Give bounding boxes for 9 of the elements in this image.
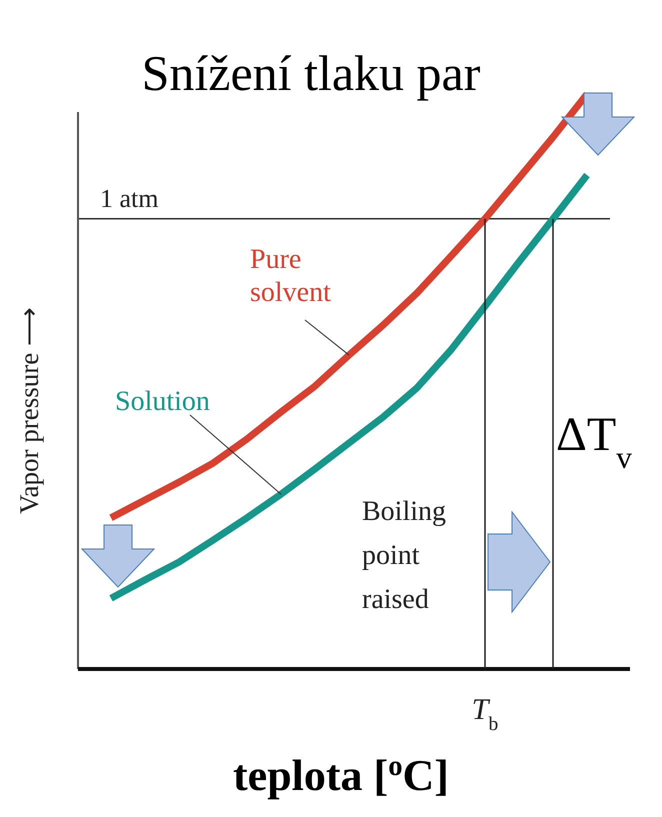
series-label: Pure solvent	[250, 244, 332, 308]
x-axis-title: teplota [$^{o}$C]	[233, 750, 449, 800]
text: T$_{b}$	[472, 693, 498, 734]
y-axis-title: Vapor pressure ⟶	[14, 307, 44, 514]
annotation: ΔT$_{v}$	[556, 408, 632, 474]
text: Solution	[115, 386, 210, 417]
annotation: Boiling point raised	[362, 496, 446, 615]
chart-title: Snížení tlaku par	[142, 45, 481, 101]
ref-line-label: 1 atm	[100, 184, 158, 213]
